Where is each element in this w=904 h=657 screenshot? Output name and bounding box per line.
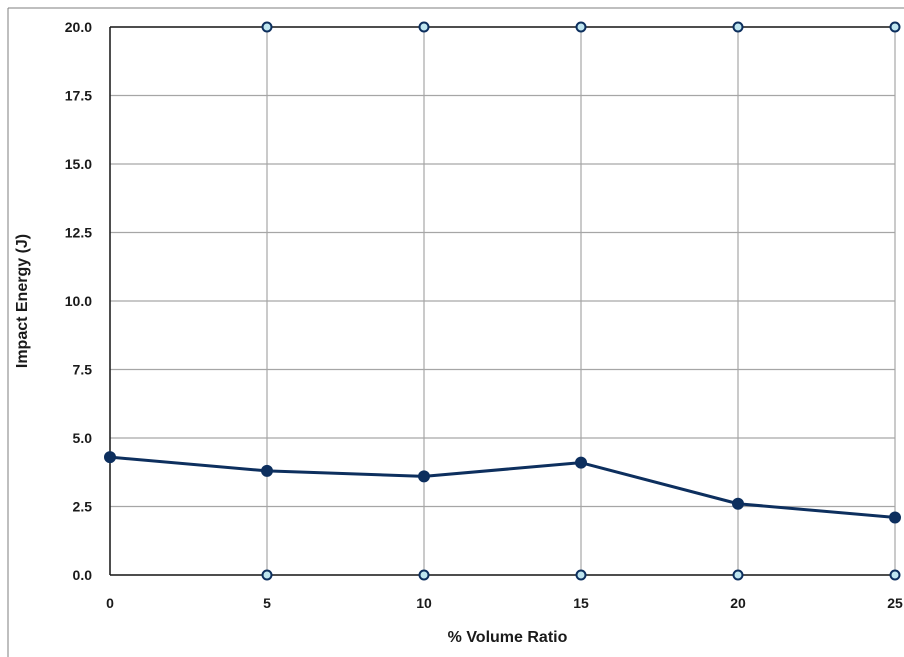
x-tick-label: 5: [263, 595, 271, 611]
x-tick-label: 20: [730, 595, 746, 611]
x-tick-label: 0: [106, 595, 114, 611]
data-point: [261, 464, 273, 477]
data-point: [418, 470, 430, 483]
data-point: [575, 456, 587, 469]
y-tick-label: 17.5: [65, 88, 92, 104]
endpoint-marker: [732, 21, 744, 33]
x-tick-label: 15: [573, 595, 589, 611]
data-point: [889, 511, 901, 524]
endpoint-marker: [732, 569, 744, 581]
x-axis-title: % Volume Ratio: [448, 629, 568, 646]
data-point: [104, 451, 116, 464]
endpoint-marker: [575, 21, 587, 33]
grid-lines: [109, 26, 896, 576]
endpoint-markers: [261, 21, 901, 581]
endpoint-marker: [418, 569, 430, 581]
series-line: [108, 455, 897, 519]
y-tick-label: 7.5: [73, 362, 93, 378]
y-tick-label: 15.0: [65, 156, 92, 172]
y-tick-labels: 0.0 2.5 5.0 7.5 10.0 12.5 15.0 17.5 20.0: [65, 19, 92, 583]
x-tick-label: 10: [416, 595, 432, 611]
y-tick-label: 5.0: [73, 430, 93, 446]
x-tick-labels: 0 5 10 15 20 25: [106, 595, 903, 611]
y-tick-label: 2.5: [73, 499, 93, 515]
endpoint-marker: [575, 569, 587, 581]
endpoint-marker: [889, 21, 901, 33]
x-tick-label: 25: [887, 595, 903, 611]
axes: [7, 7, 904, 657]
series: [104, 451, 901, 524]
endpoint-marker: [261, 21, 273, 33]
endpoint-marker: [418, 21, 430, 33]
data-point: [732, 497, 744, 510]
y-tick-label: 10.0: [65, 293, 92, 309]
y-axis-title: Impact Energy (J): [14, 234, 31, 368]
endpoint-marker: [261, 569, 273, 581]
endpoint-marker: [889, 569, 901, 581]
y-tick-label: 0.0: [73, 567, 93, 583]
y-tick-label: 20.0: [65, 19, 92, 35]
y-tick-label: 12.5: [65, 225, 92, 241]
